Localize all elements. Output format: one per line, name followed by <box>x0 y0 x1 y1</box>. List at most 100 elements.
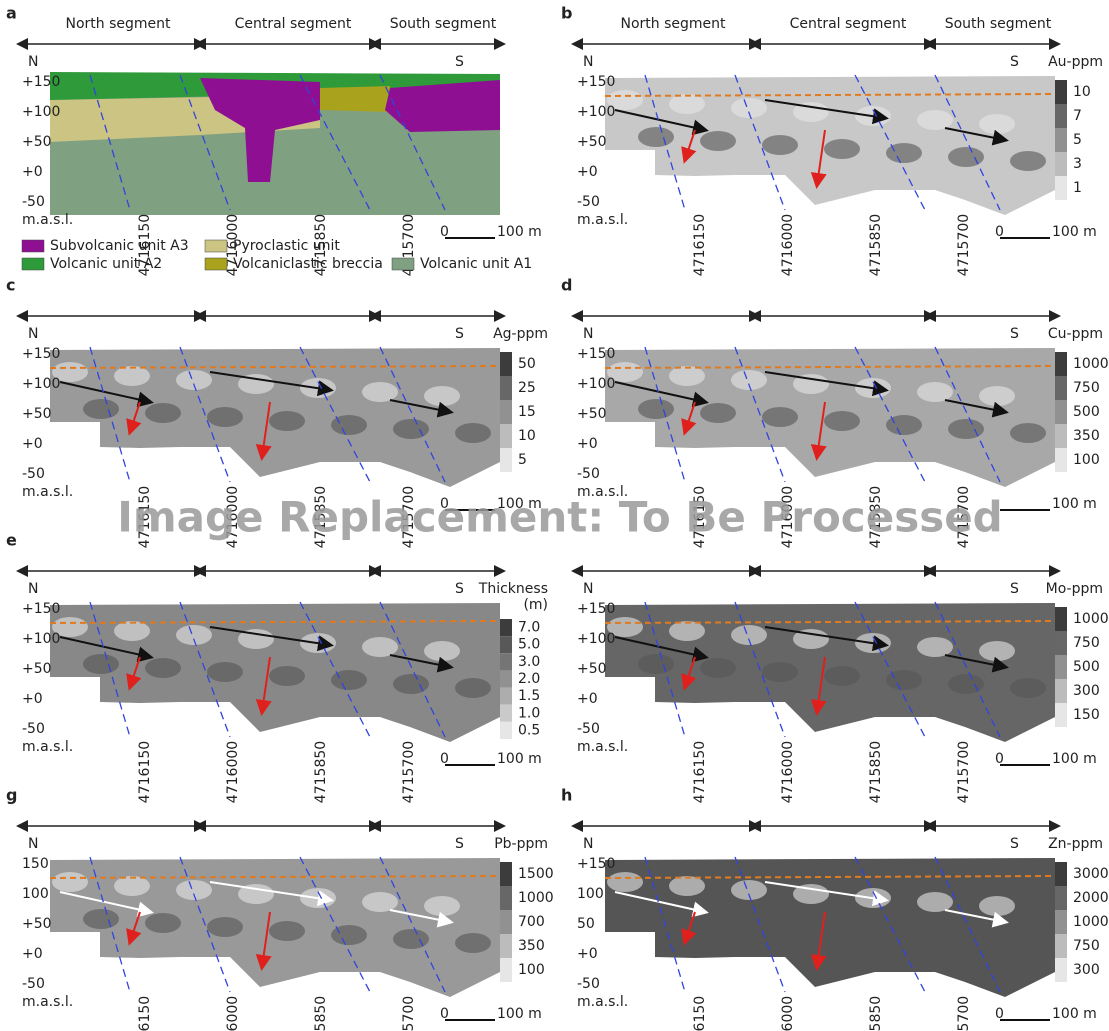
section-patch <box>638 399 674 419</box>
fault-line <box>644 74 686 211</box>
elevation-label: +100 <box>22 104 60 120</box>
unit-a3 <box>385 80 500 132</box>
segment-label: North segment <box>620 16 726 32</box>
south-label: S <box>455 581 464 597</box>
section-patch <box>669 621 705 641</box>
legend-value: 0.5 <box>518 722 540 738</box>
legend-value: 1 <box>1073 180 1082 196</box>
section-patch <box>393 674 429 694</box>
panel: d N S +150 +100 +50 +0 -50 m.a.s.l. 4716150 471600… <box>561 276 1109 549</box>
section-patch <box>731 370 767 390</box>
legend-label: Volcanic unit A2 <box>50 256 162 272</box>
trend-arrow <box>209 881 334 907</box>
section-patch <box>269 666 305 686</box>
trend-arrow <box>614 891 709 918</box>
section-patch <box>979 896 1015 916</box>
fault-line <box>644 856 686 993</box>
section-patch <box>114 621 150 641</box>
section-patch <box>1010 933 1046 953</box>
south-label: S <box>455 836 464 852</box>
section-patch <box>238 374 274 394</box>
section-patch <box>207 407 243 427</box>
trend-arrow <box>944 909 1009 928</box>
elevation-label: +0 <box>22 946 43 962</box>
legend-swatch <box>1055 679 1067 703</box>
elevation-label: -50 <box>22 721 45 737</box>
fault-line <box>934 74 1001 211</box>
northing-label: 4716150 <box>137 214 153 276</box>
legend-value: 500 <box>1073 404 1100 420</box>
section-patch <box>731 98 767 118</box>
legend-swatch <box>500 687 512 705</box>
legend-title: Ag-ppm <box>493 326 548 342</box>
section-patch <box>114 876 150 896</box>
elevation-label: +150 <box>577 601 615 617</box>
northing-label: 4716000 <box>780 996 796 1031</box>
fault-line <box>934 601 1001 738</box>
section-patch <box>824 666 860 686</box>
legend-value: 750 <box>1073 380 1100 396</box>
trend-arrow <box>944 127 1009 146</box>
fault-line <box>734 74 786 211</box>
section-patch <box>886 415 922 435</box>
northing-label: 4716000 <box>780 486 796 548</box>
orange-line <box>49 620 501 624</box>
plunge-arrow <box>681 129 697 164</box>
elevation-unit: m.a.s.l. <box>22 994 73 1010</box>
panel: c N S +150 +100 +50 +0 -50 m.a.s.l. 4716150 471600… <box>6 276 548 549</box>
legend-value: 750 <box>1073 938 1100 954</box>
legend-title: (m) <box>523 597 548 613</box>
elevation-label: -50 <box>577 194 600 210</box>
section-patch <box>176 625 212 645</box>
fault-line <box>379 74 446 211</box>
trend-arrow <box>59 381 154 408</box>
section-patch <box>948 147 984 167</box>
plunge-arrow <box>810 129 827 189</box>
legend-label: Volcaniclastic breccia <box>233 256 383 272</box>
scale-label: 100 m <box>497 224 542 240</box>
legend-value: 1000 <box>1073 356 1109 372</box>
scale-label: 0 <box>440 751 449 767</box>
orange-line <box>604 875 1056 879</box>
fault-line <box>644 346 686 483</box>
trend-arrow <box>614 381 709 408</box>
trend-arrow <box>764 881 889 907</box>
fault-line <box>934 856 1001 993</box>
elevation-label: 50 <box>577 916 595 932</box>
legend-swatch <box>500 653 512 671</box>
segment-label: South segment <box>945 16 1052 32</box>
section-patch <box>207 917 243 937</box>
fault-line <box>89 856 131 993</box>
scale-label: 0 <box>995 224 1004 240</box>
section-patch <box>731 880 767 900</box>
elevation-label: +0 <box>577 164 598 180</box>
elevation-label: +50 <box>577 406 607 422</box>
section-patch <box>424 386 460 406</box>
south-label: S <box>1010 326 1019 342</box>
north-label: N <box>28 581 38 597</box>
northing-label: 4715850 <box>313 996 329 1031</box>
northing-label: 4716000 <box>225 996 241 1031</box>
elevation-label: +0 <box>22 164 43 180</box>
northing-label: 4715700 <box>956 996 972 1031</box>
panel: e N S +150 +100 +50 +0 -50 m.a.s.l. 4716150 471600… <box>6 531 548 804</box>
legend-swatch <box>1055 886 1067 910</box>
northing-label: 4715850 <box>868 214 884 276</box>
segment-label: South segment <box>390 16 497 32</box>
section-patch <box>886 670 922 690</box>
legend-swatch <box>204 239 228 253</box>
northing-label: 4716000 <box>780 214 796 276</box>
legend-value: 3 <box>1073 156 1082 172</box>
legend-swatch <box>1055 176 1067 200</box>
fault-line <box>179 601 231 738</box>
legend-value: 50 <box>518 356 536 372</box>
elevation-label: +100 <box>22 631 60 647</box>
legend-value: 100 <box>518 962 545 978</box>
panel-letter: g <box>6 786 17 805</box>
south-label: S <box>1010 836 1019 852</box>
section-patch <box>917 892 953 912</box>
legend-value: 1000 <box>1073 914 1109 930</box>
legend-swatch <box>1055 424 1067 448</box>
section-patch <box>793 374 829 394</box>
northing-label: 4715700 <box>401 741 417 803</box>
